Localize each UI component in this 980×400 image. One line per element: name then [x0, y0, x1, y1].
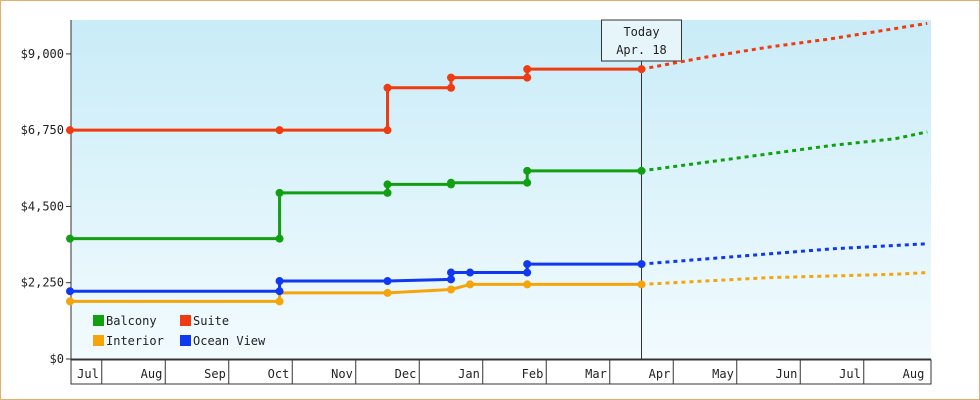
x-tick-label: Jul: [77, 367, 99, 381]
series-lines: [66, 21, 928, 306]
today-date-label: Apr. 18: [616, 43, 667, 57]
today-marker: Today Apr. 18: [601, 19, 682, 359]
plot-area: [71, 20, 931, 359]
data-point-balcony: [275, 188, 284, 197]
x-tick-label: Apr: [649, 367, 671, 381]
data-point-ocean-view: [637, 260, 646, 269]
legend-swatch-balcony: [93, 315, 104, 326]
x-tick-label: Jul: [839, 367, 861, 381]
legend-label-suite: Suite: [193, 314, 229, 328]
legend-swatch-interior: [93, 335, 104, 346]
data-point-ocean-view: [275, 287, 284, 296]
data-point-suite: [523, 65, 532, 74]
data-point-ocean-view: [447, 268, 455, 277]
data-point-interior: [466, 280, 475, 289]
data-point-balcony: [66, 234, 74, 243]
x-tick-label: Sep: [204, 367, 226, 381]
today-box: [601, 19, 682, 62]
data-point-ocean-view: [447, 275, 455, 284]
projection-line-suite: [641, 21, 928, 71]
data-point-ocean-view: [66, 287, 74, 296]
series-line-balcony: [70, 169, 642, 241]
today-label: Today: [623, 25, 659, 39]
data-point-suite: [447, 83, 455, 92]
data-point-ocean-view: [523, 268, 532, 277]
x-tick-label: Oct: [268, 367, 290, 381]
x-tick-label: Feb: [522, 367, 544, 381]
projection-line-balcony: [641, 130, 928, 173]
x-axis-band: [70, 359, 932, 385]
x-tick-label: Aug: [903, 367, 925, 381]
legend-swatch-suite: [180, 315, 191, 326]
y-tick-label: $4,500: [21, 199, 64, 213]
legend: Balcony Suite Interior Ocean View: [93, 314, 266, 348]
y-axis: $0 $2,250 $4,500 $6,750 $9,000: [21, 20, 72, 366]
x-tick-label: May: [712, 367, 734, 381]
y-tick-label: $2,250: [21, 276, 64, 290]
data-point-suite: [383, 126, 392, 135]
projection-line-interior: [641, 271, 928, 286]
data-point-balcony: [275, 234, 284, 243]
data-point-balcony: [523, 178, 532, 187]
data-point-suite: [637, 65, 646, 74]
x-tick-label: Aug: [141, 367, 163, 381]
data-point-ocean-view: [466, 268, 475, 277]
data-point-suite: [383, 83, 392, 92]
data-point-ocean-view: [275, 277, 284, 286]
x-tick-label: Jun: [776, 367, 798, 381]
data-point-balcony: [637, 166, 646, 175]
data-point-balcony: [447, 178, 455, 187]
projection-line-ocean-view: [641, 242, 928, 266]
data-point-interior: [383, 288, 392, 297]
y-tick-label: $9,000: [21, 47, 64, 61]
data-point-interior: [275, 297, 284, 306]
legend-label-ocean-view: Ocean View: [193, 334, 266, 348]
x-tick-label: Mar: [585, 367, 607, 381]
legend-swatch-ocean-view: [180, 335, 191, 346]
y-tick-label: $6,750: [21, 123, 64, 137]
x-tick-label: Nov: [331, 367, 353, 381]
data-point-balcony: [523, 166, 532, 175]
y-tick-label: $0: [50, 352, 64, 366]
x-tick-label: Jan: [458, 367, 480, 381]
data-point-ocean-view: [383, 277, 392, 286]
data-point-ocean-view: [523, 260, 532, 269]
data-point-suite: [66, 126, 74, 135]
data-point-interior: [447, 285, 455, 294]
legend-label-balcony: Balcony: [106, 314, 157, 328]
data-point-suite: [523, 73, 532, 82]
data-point-interior: [66, 297, 74, 306]
x-tick-label: Dec: [395, 367, 417, 381]
data-point-balcony: [383, 188, 392, 197]
x-axis: Jul Aug Sep Oct Nov Dec Jan Feb Mar Apr May Jun Jul A…: [70, 358, 932, 385]
data-point-interior: [637, 280, 646, 289]
legend-label-interior: Interior: [106, 334, 164, 348]
data-point-interior: [523, 280, 532, 289]
data-point-suite: [275, 126, 284, 135]
data-point-suite: [447, 73, 455, 82]
data-point-balcony: [383, 180, 392, 189]
